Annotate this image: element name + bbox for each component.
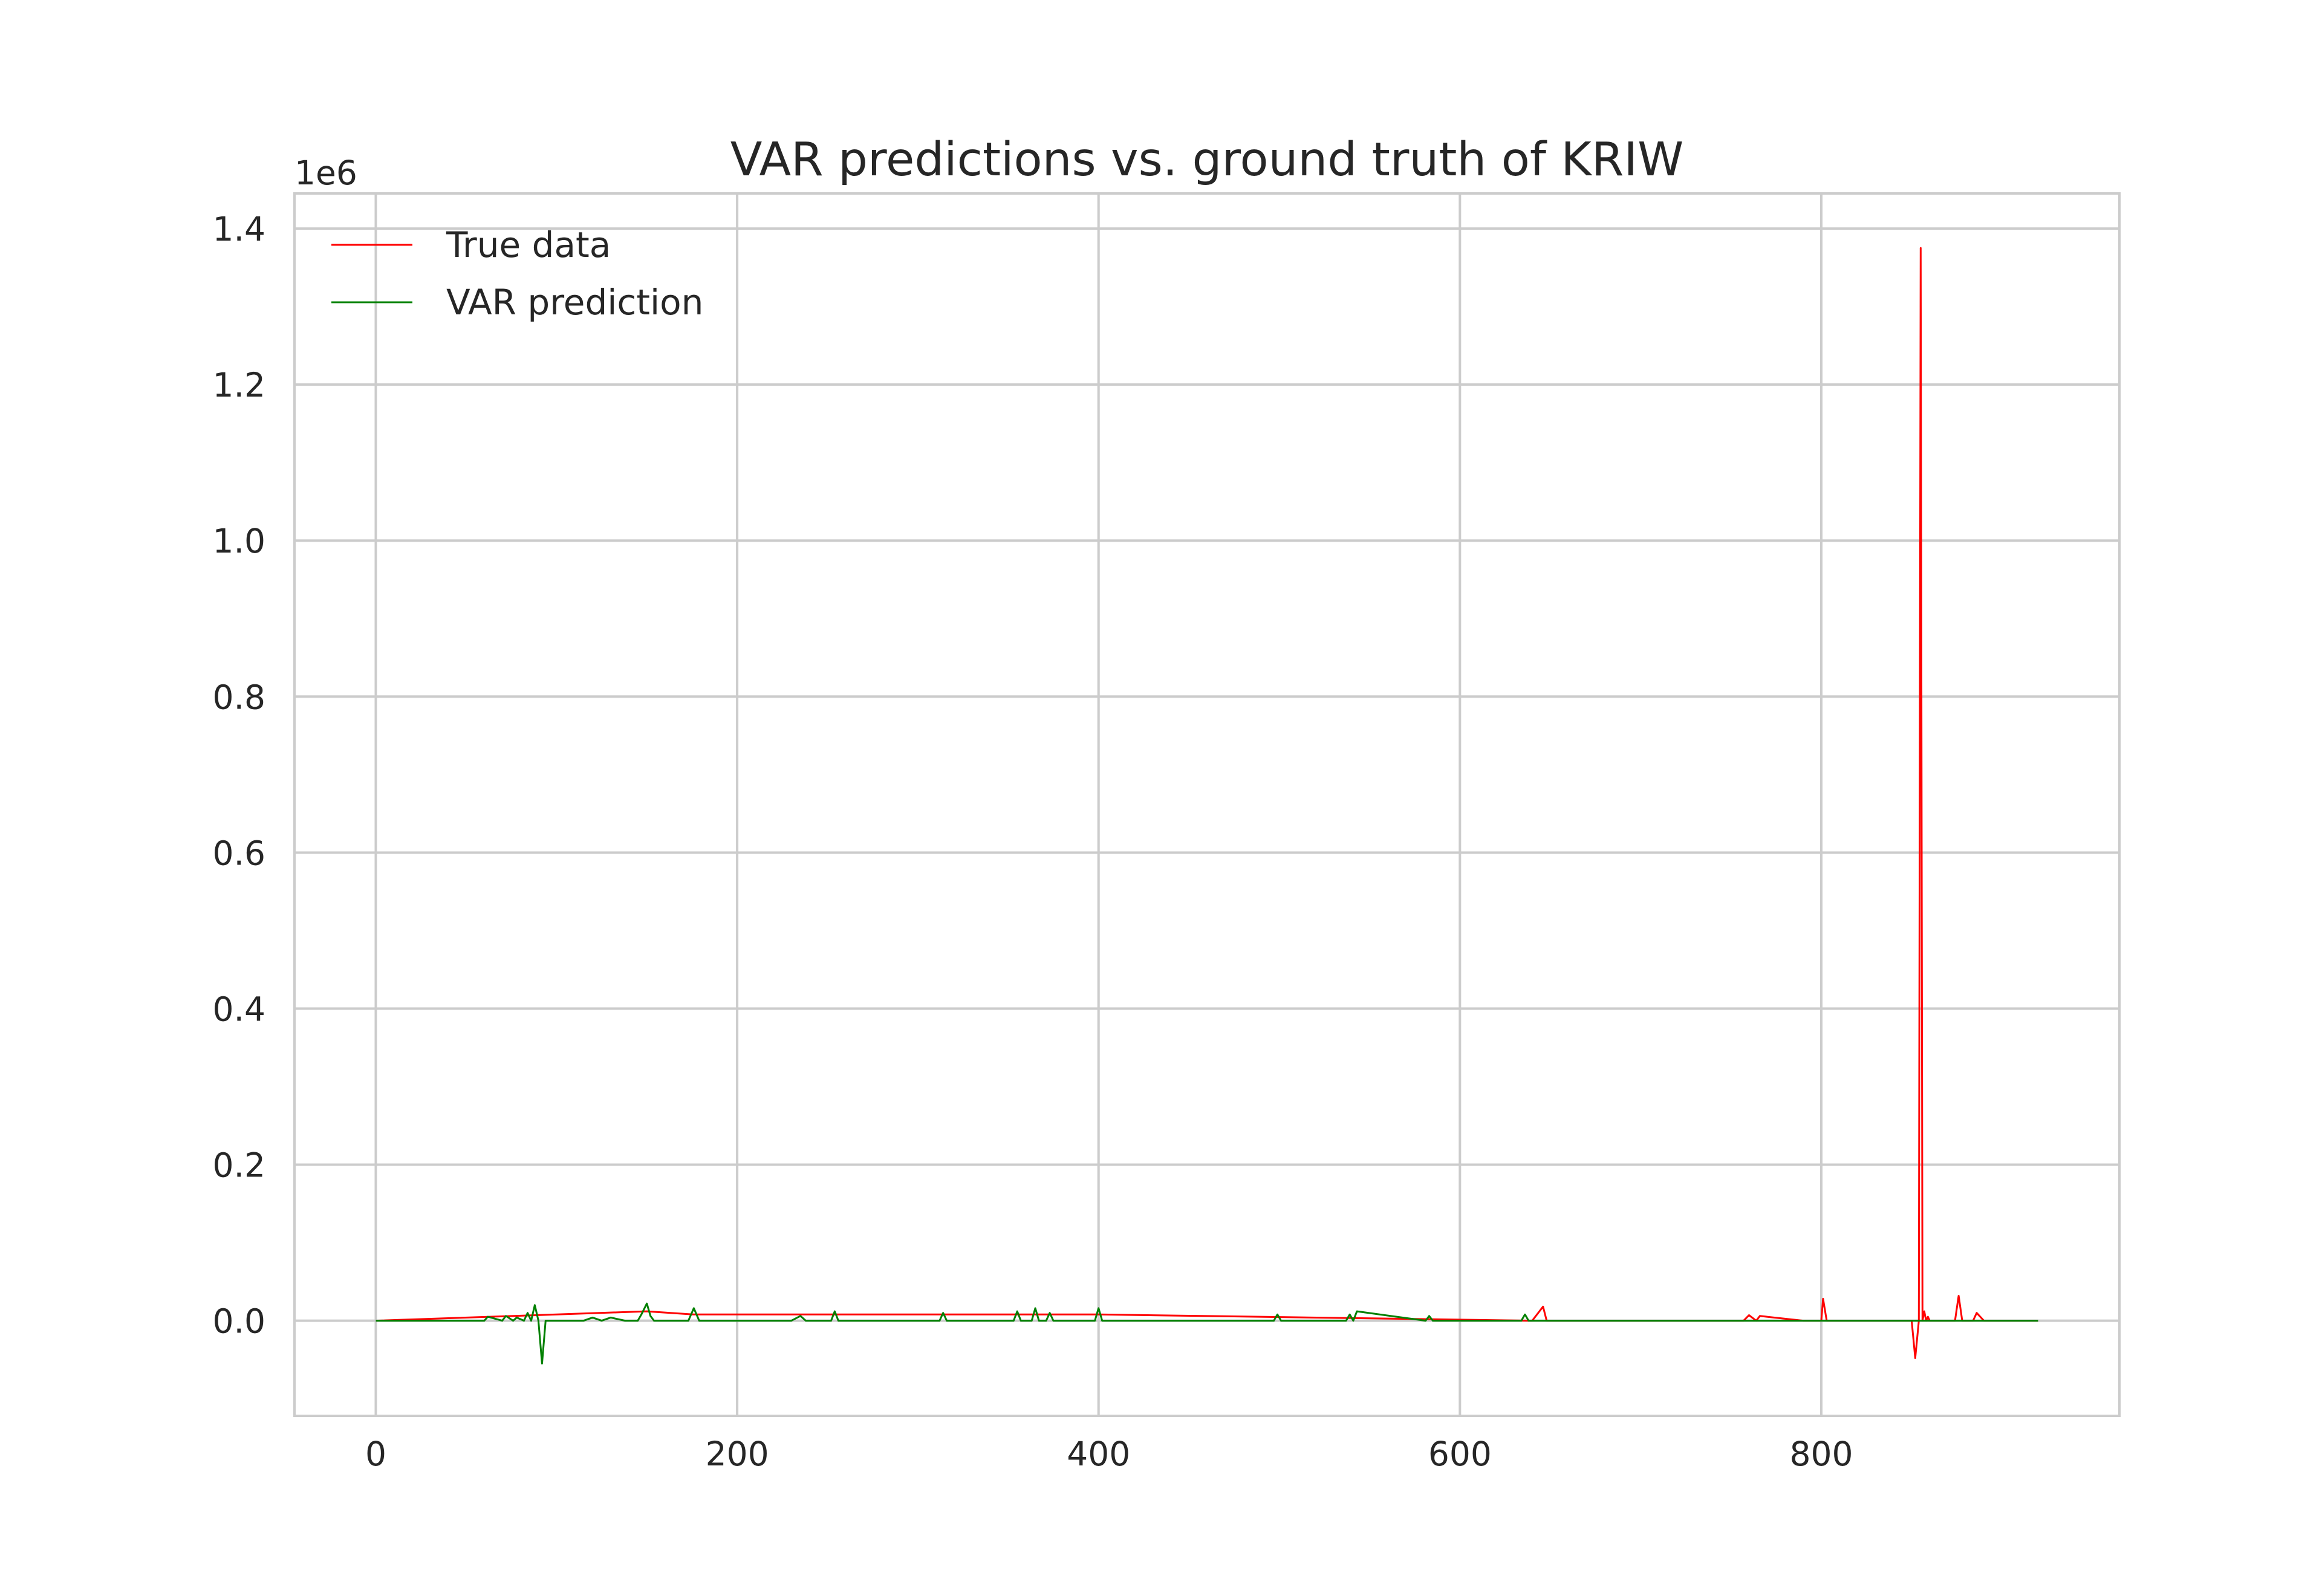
y-tick-label: 0.2 (213, 1146, 265, 1185)
y-tick-labels: 0.0 0.2 0.4 0.6 0.8 1.0 1.2 1.4 (213, 210, 265, 1341)
x-tick-labels: 0 200 400 600 800 (365, 1435, 1853, 1473)
x-tick-label: 800 (1789, 1435, 1853, 1473)
series-layer (376, 247, 2038, 1364)
x-tick-label: 0 (365, 1435, 386, 1473)
y-tick-label: 1.4 (213, 210, 265, 248)
y-tick-label: 0.0 (213, 1302, 265, 1341)
y-tick-label: 0.4 (213, 990, 265, 1028)
y-offset-label: 1e6 (294, 154, 357, 192)
legend-label-true-data: True data (446, 224, 611, 265)
legend: True data VAR prediction (331, 224, 703, 323)
y-tick-label: 0.6 (213, 834, 265, 872)
y-tick-label: 1.0 (213, 522, 265, 560)
x-tick-label: 200 (706, 1435, 769, 1473)
x-tick-label: 400 (1067, 1435, 1130, 1473)
chart-title: VAR predictions vs. ground truth of KRIW (730, 133, 1684, 187)
y-tick-label: 0.8 (213, 678, 265, 716)
series-line-var-prediction (376, 1302, 2038, 1364)
x-tick-label: 600 (1428, 1435, 1492, 1473)
legend-label-var-prediction: VAR prediction (446, 282, 703, 323)
plot-area (293, 192, 2121, 1417)
y-tick-label: 1.2 (213, 366, 265, 404)
